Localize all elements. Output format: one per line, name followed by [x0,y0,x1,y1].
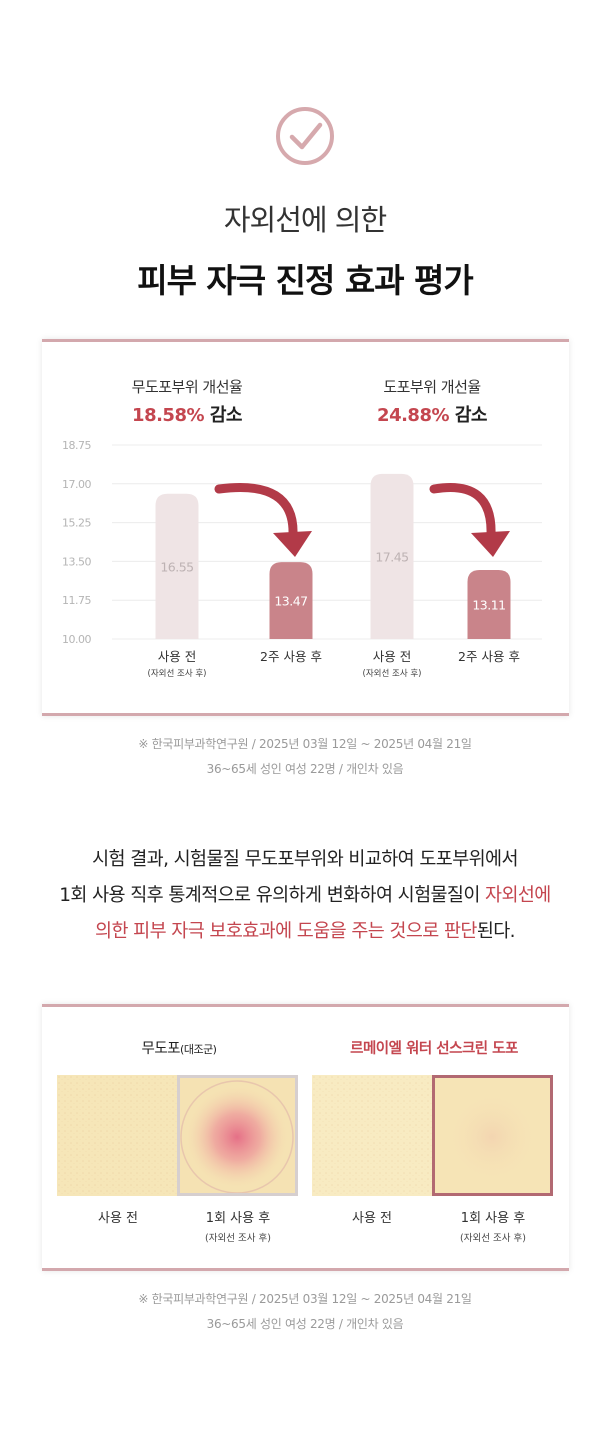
x-tick-sublabel: (자외선 조사 후) [363,668,422,679]
page-title: 피부 자극 진정 효과 평가 [137,261,474,300]
treated-group-title: 르메이엘 워터 선스크린 도포 [350,1041,518,1057]
arrow-shaft [429,483,496,540]
x-tick-sublabel: (자외선 조사 후) [148,668,207,679]
skin-photo-control-after [177,1075,298,1196]
x-tick-label: 사용 전 [158,649,196,664]
photo-label-after: 1회 사용 후 [460,1211,526,1226]
y-tick-label: 15.25 [62,517,91,530]
group-rate-untreated: 18.58% 감소 [42,401,332,427]
bar-value-label: 13.47 [274,594,307,609]
bar-value-label: 16.55 [160,559,193,574]
photo-sublabel-after: (자외선 조사 후) [205,1233,271,1244]
check-circle-icon [276,107,334,165]
bar [269,562,313,639]
x-tick-label: 2주 사용 후 [260,649,322,664]
y-tick-label: 11.75 [62,594,91,607]
highlight-text: 의한 피부 자극 보호효과에 도움을 주는 것으로 판단 [95,921,477,942]
photo-label-before: 사용 전 [97,1211,138,1226]
chart-source-note: ※ 한국피부과학연구원 / 2025년 03월 12일 ~ 2025년 04월 … [138,737,472,751]
bar [370,473,414,639]
bar-value-label: 13.11 [472,598,505,613]
chart-area: 무도포부위 개선율 18.58% 감소 도포부위 개선율 24.88% 감소 1… [42,339,569,716]
paragraph-line: 시험 결과, 시험물질 무도포부위와 비교하여 도포부위에서 [92,849,518,870]
photo-source-note: ※ 한국피부과학연구원 / 2025년 03월 12일 ~ 2025년 04월 … [138,1292,472,1306]
photo-subject-note: 36~65세 성인 여성 22명 / 개인차 있음 [206,1317,404,1331]
control-group-title: 무도포(대조군) [57,1037,301,1058]
bar-value-label: 17.45 [375,549,408,564]
rate-value: 18.58% [132,405,205,426]
bar [467,570,511,639]
highlight-text: 자외선에 [485,885,551,906]
y-tick-label: 10.00 [62,633,91,646]
arrow-head [273,531,312,557]
photo-sublabel-after: (자외선 조사 후) [460,1233,526,1244]
group-heading-untreated: 무도포부위 개선율 [131,378,243,396]
arrow-head [471,531,510,557]
x-tick-label: 사용 전 [373,649,411,664]
bar-chart: 18.75 17.00 15.25 13.50 11.75 10.00 16.55 사용 전 (… [62,439,542,679]
photo-label-after: 1회 사용 후 [205,1211,271,1226]
group-heading-treated: 도포부위 개선율 [383,378,481,396]
skin-photo-control-before [57,1075,178,1196]
title-small: (대조군) [180,1043,217,1056]
paragraph-line: 1회 사용 직후 통계적으로 유의하게 변화하여 시험물질이 자외선에 [0,878,610,914]
bar [155,493,199,639]
title-main: 무도포 [141,1041,181,1057]
plain-text: 1회 사용 직후 통계적으로 유의하게 변화하여 시험물질이 [59,885,486,906]
skin-photo-treated-after [432,1075,553,1196]
y-tick-label: 18.75 [62,439,91,452]
chart-card [42,339,569,716]
result-paragraph: 시험 결과, 시험물질 무도포부위와 비교하여 도포부위에서 1회 사용 직후 … [0,842,610,950]
x-tick-label: 2주 사용 후 [458,649,520,664]
page-subtitle: 자외선에 의한 [223,203,387,237]
rate-suffix: 감소 [454,405,488,426]
y-tick-label: 17.00 [62,478,91,491]
rate-suffix: 감소 [209,405,243,426]
y-tick-label: 13.50 [62,555,91,568]
arrow-shaft [214,483,298,540]
photo-label-before: 사용 전 [351,1211,392,1226]
chart-subject-note: 36~65세 성인 여성 22명 / 개인차 있음 [206,762,404,776]
skin-photo-treated-before [312,1075,433,1196]
group-rate-treated: 24.88% 감소 [292,401,572,427]
rate-value: 24.88% [377,405,450,426]
plain-text: 된다. [476,921,516,942]
paragraph-line: 의한 피부 자극 보호효과에 도움을 주는 것으로 판단된다. [0,914,610,950]
